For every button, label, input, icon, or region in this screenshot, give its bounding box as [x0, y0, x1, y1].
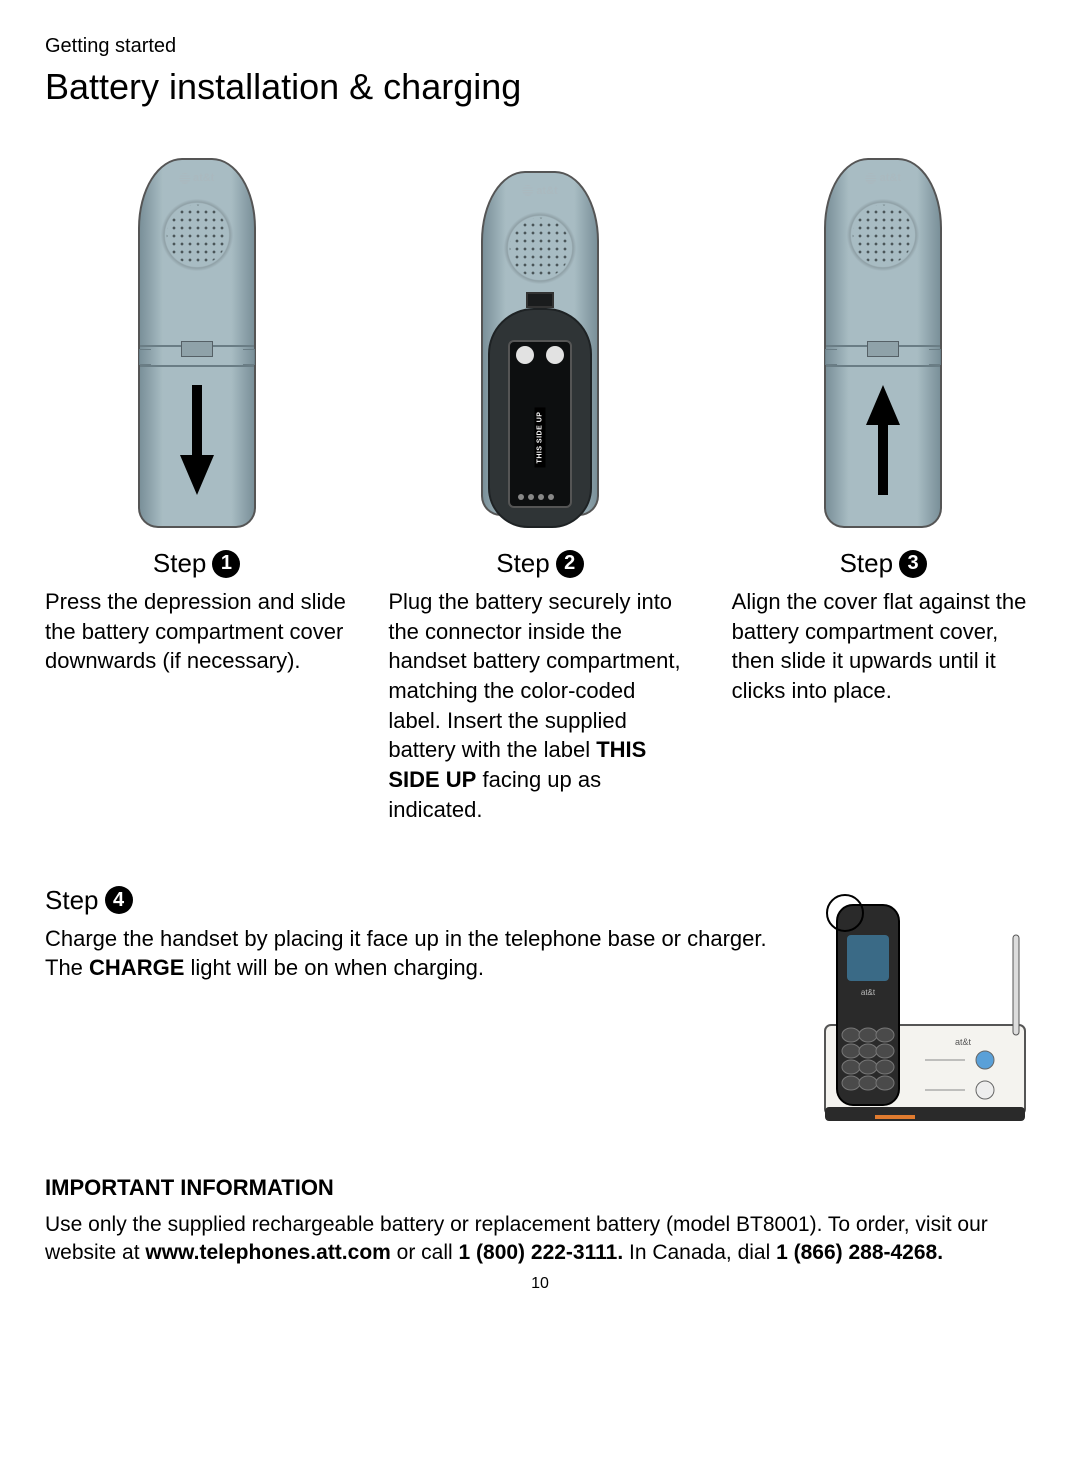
section-label: Getting started [45, 35, 1035, 58]
step-3-column: at&t Step 3 Align the cover flat against… [732, 148, 1035, 825]
att-globe-icon [866, 173, 877, 184]
step-prefix: Step [496, 548, 550, 579]
page-title: Battery installation & charging [45, 66, 1035, 108]
svg-text:at&t: at&t [861, 988, 876, 997]
step-number-badge: 4 [105, 886, 133, 914]
step-2-illustration: at&t THIS SIDE UP [481, 148, 599, 538]
step-3-heading: Step 3 [840, 548, 928, 579]
cover-notch [140, 345, 254, 367]
step-1-illustration: at&t [138, 148, 256, 538]
speaker-grille [848, 200, 918, 270]
important-site: www.telephones.att.com [145, 1241, 390, 1264]
speaker-grille [162, 200, 232, 270]
step-4-body: Charge the handset by placing it face up… [45, 924, 775, 983]
important-heading: IMPORTANT INFORMATION [45, 1175, 1035, 1201]
step-4-body-bold: CHARGE [89, 955, 184, 980]
att-logo: at&t [179, 172, 214, 184]
step-3-body: Align the cover flat against the battery… [732, 587, 1035, 706]
att-text: at&t [536, 185, 557, 197]
cover-notch [826, 345, 940, 367]
arrow-down-icon [180, 385, 214, 500]
steps-row: at&t Step 1 Press the depression and sli… [45, 148, 1035, 825]
handset-back-step1: at&t [138, 158, 256, 528]
att-text: at&t [193, 172, 214, 184]
handset-back-step3: at&t [824, 158, 942, 528]
important-phone-us: 1 (800) 222-3111. [459, 1241, 624, 1264]
important-body: Use only the supplied rechargeable batte… [45, 1211, 1035, 1268]
att-logo: at&t [866, 172, 901, 184]
step-prefix: Step [153, 548, 207, 579]
battery-contacts [518, 494, 554, 500]
battery-compartment: THIS SIDE UP [488, 308, 592, 528]
step-3-illustration: at&t [824, 148, 942, 538]
important-mid: or call [391, 1241, 459, 1264]
att-globe-icon [522, 185, 533, 196]
step-number-badge: 2 [556, 550, 584, 578]
important-phone-ca: 1 (866) 288-4268. [776, 1241, 943, 1264]
att-text: at&t [880, 172, 901, 184]
battery-connector [526, 292, 554, 308]
att-globe-icon [179, 173, 190, 184]
step-1-heading: Step 1 [153, 548, 241, 579]
page-number: 10 [45, 1275, 1035, 1293]
arrow-up-icon [866, 385, 900, 500]
base-station-illustration: at&t at&t [815, 875, 1035, 1135]
step-2-heading: Step 2 [496, 548, 584, 579]
step-number-badge: 1 [212, 550, 240, 578]
step-1-body: Press the depression and slide the batte… [45, 587, 348, 676]
att-logo: at&t [522, 185, 557, 197]
battery-pack: THIS SIDE UP [508, 340, 572, 508]
important-post1: In Canada, dial [623, 1241, 776, 1264]
step-4-text-block: Step 4 Charge the handset by placing it … [45, 875, 775, 983]
battery-label: THIS SIDE UP [534, 407, 545, 467]
step-1-column: at&t Step 1 Press the depression and sli… [45, 148, 348, 825]
handset-back-step2: at&t THIS SIDE UP [481, 171, 599, 516]
step-2-column: at&t THIS SIDE UP Step 2 Plug the batter… [388, 148, 691, 825]
step-number-badge: 3 [899, 550, 927, 578]
step-prefix: Step [45, 885, 99, 916]
svg-text:at&t: at&t [955, 1037, 972, 1047]
speaker-grille [505, 213, 575, 283]
step-4-row: Step 4 Charge the handset by placing it … [45, 875, 1035, 1135]
step-4-body-post: light will be on when charging. [184, 955, 484, 980]
step-2-body: Plug the battery securely into the conne… [388, 587, 691, 825]
step-4-heading: Step 4 [45, 885, 775, 916]
step-prefix: Step [840, 548, 894, 579]
